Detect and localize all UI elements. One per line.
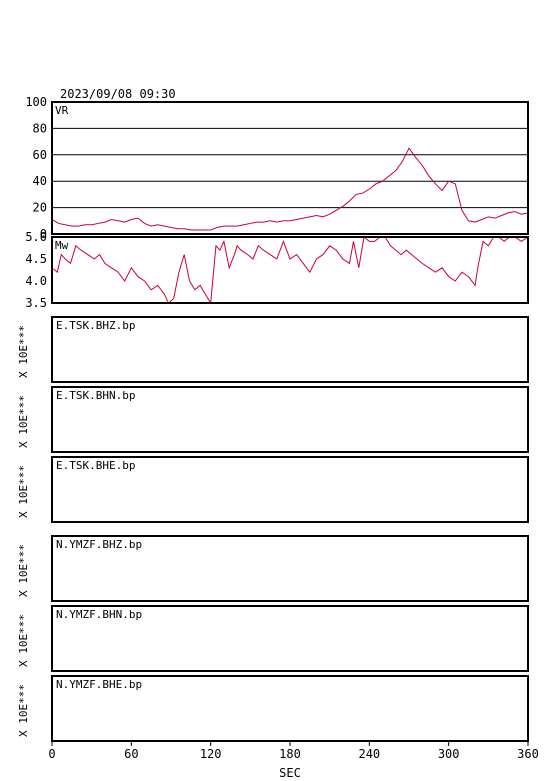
mw-y-tick-label: 4.5 (25, 252, 47, 266)
waveform-panel: N.YMZF.BHZ.bp X 10E*** (17, 535, 529, 602)
vr-y-tick-label: 60 (33, 148, 47, 162)
vr-panel-frame (51, 101, 529, 235)
waveform-channel-label: N.YMZF.BHZ.bp (56, 538, 142, 551)
mw-y-tick-label: 5.0 (25, 230, 47, 244)
waveform-channel-label: E.TSK.BHZ.bp (56, 319, 135, 332)
waveform-scale-label: X 10E*** (17, 325, 30, 378)
vr-y-tick-label: 80 (33, 121, 47, 135)
mw-y-tick-label: 3.5 (25, 296, 47, 310)
x-tick-label: 300 (438, 747, 460, 761)
x-tick-label: 180 (279, 747, 301, 761)
waveform-channel-label: N.YMZF.BHN.bp (56, 608, 142, 621)
waveform-scale-label: X 10E*** (17, 465, 30, 518)
mw-y-tick-labels: 3.5 4.0 4.5 5.0 (25, 230, 47, 310)
waveform-panel: N.YMZF.BHN.bp X 10E*** (17, 605, 529, 672)
x-tick-label: 120 (200, 747, 222, 761)
vr-y-tick-label: 40 (33, 174, 47, 188)
waveform-channel-label: E.TSK.BHE.bp (56, 459, 135, 472)
waveform-frame (51, 535, 529, 602)
x-tick-label: 240 (358, 747, 380, 761)
waveform-scale-label: X 10E*** (17, 395, 30, 448)
vr-panel: 0 20 40 60 80 100 VR (25, 95, 529, 241)
x-tick-label: 0 (48, 747, 55, 761)
waveform-frame (51, 456, 529, 523)
waveform-panel: N.YMZF.BHE.bp X 10E*** (17, 675, 529, 742)
vr-y-tick-label: 100 (25, 95, 47, 109)
mw-series-line (51, 236, 529, 305)
x-tick-label: 360 (517, 747, 539, 761)
waveform-channel-label: N.YMZF.BHE.bp (56, 678, 142, 691)
waveform-panels: E.TSK.BHZ.bp X 10E*** E.TSK.BHN.bp X 10E***… (17, 316, 529, 742)
x-axis: 0 60 120 180 240 300 360 (48, 741, 539, 761)
waveform-channel-label: E.TSK.BHN.bp (56, 389, 135, 402)
chart-title: 2023/09/08 09:30 (60, 87, 176, 101)
x-axis-label: SEC (279, 766, 301, 780)
mw-panel-frame (51, 236, 529, 304)
x-tick-label: 60 (124, 747, 138, 761)
vr-axis-label: VR (55, 104, 69, 117)
vr-series-line (51, 147, 529, 231)
waveform-scale-label: X 10E*** (17, 684, 30, 737)
mw-y-tick-label: 4.0 (25, 274, 47, 288)
waveform-scale-label: X 10E*** (17, 544, 30, 597)
waveform-panel: E.TSK.BHE.bp X 10E*** (17, 456, 529, 523)
waveform-frame (51, 316, 529, 383)
waveform-scale-label: X 10E*** (17, 614, 30, 667)
mw-axis-label: Mw (55, 239, 69, 252)
waveform-frame (51, 386, 529, 453)
waveform-panel: E.TSK.BHZ.bp X 10E*** (17, 316, 529, 383)
waveform-panel: E.TSK.BHN.bp X 10E*** (17, 386, 529, 453)
waveform-frame (51, 605, 529, 672)
vr-y-tick-label: 20 (33, 201, 47, 215)
vr-gridlines (52, 127, 528, 209)
vr-y-tick-label: 0 (40, 227, 47, 241)
vr-y-tick-labels: 0 20 40 60 80 100 (25, 95, 47, 241)
mw-panel: 3.5 4.0 4.5 5.0 Mw (25, 230, 529, 310)
